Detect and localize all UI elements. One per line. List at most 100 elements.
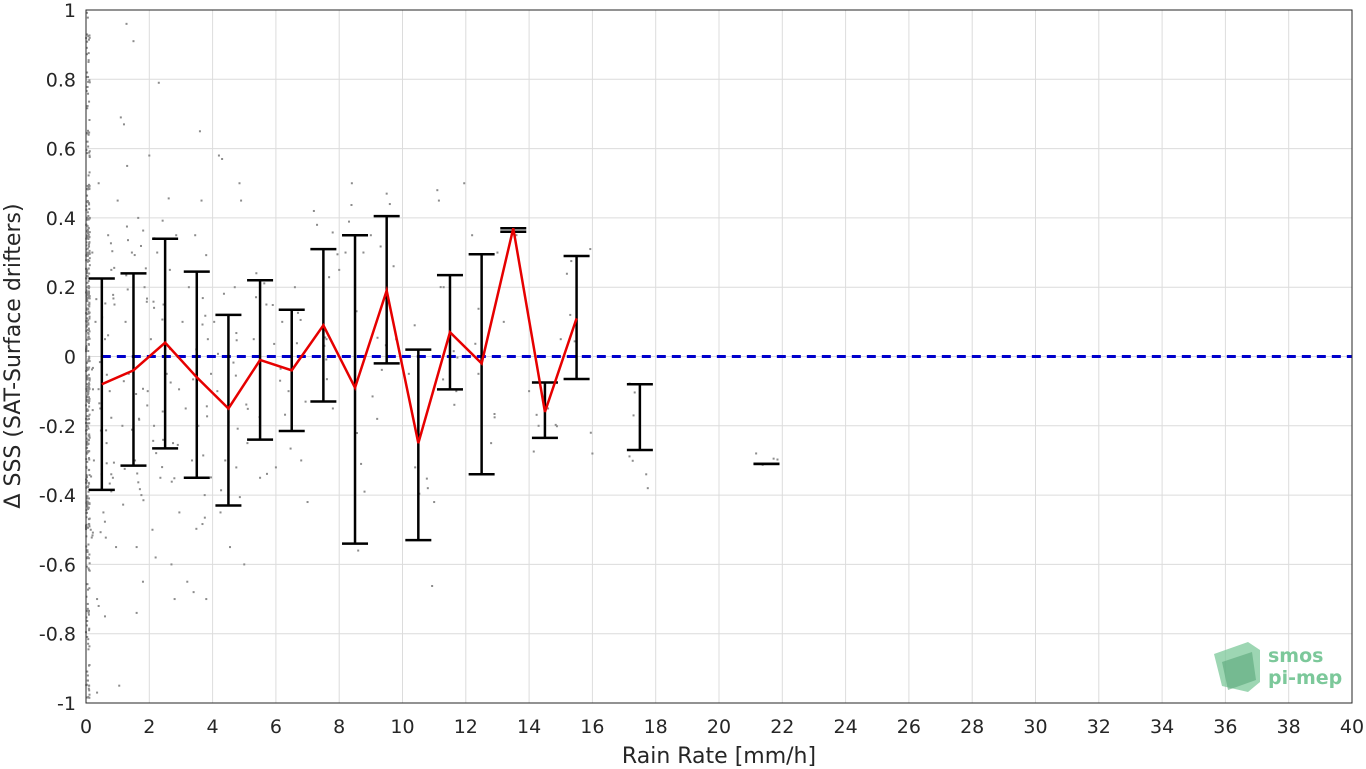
scatter-point-36 — [146, 390, 149, 393]
scatter-point-bin-2 — [167, 197, 170, 200]
scatter-point-41 — [132, 40, 135, 43]
scatter-point-13 — [103, 338, 106, 341]
scatter-point-dense — [87, 186, 90, 189]
scatter-point-dense — [88, 259, 91, 262]
scatter-point-62 — [197, 424, 200, 427]
scatter-point-dense — [88, 397, 91, 400]
scatter-point-85 — [252, 338, 255, 341]
scatter-point-73 — [213, 320, 216, 323]
scatter-point-118 — [471, 234, 474, 237]
scatter-point-35 — [143, 286, 146, 289]
scatter-point-dense — [87, 322, 90, 325]
scatter-point-dense — [87, 382, 90, 385]
scatter-point-bin-0 — [90, 475, 93, 478]
scatter-point-dense — [88, 629, 91, 632]
scatter-point-dense — [86, 40, 89, 43]
scatter-point-bin-0 — [91, 366, 94, 369]
scatter-point-bin-0 — [90, 368, 93, 371]
scatter-point-dense — [87, 133, 90, 136]
y-tick-label-3: -0.4 — [39, 485, 76, 507]
scatter-point-dense — [86, 418, 89, 421]
scatter-point-dense — [88, 413, 91, 416]
scatter-point-128 — [569, 313, 572, 316]
scatter-point-4 — [89, 528, 92, 531]
scatter-point-dense — [88, 34, 91, 37]
scatter-point-dense — [88, 249, 91, 252]
plot-frame — [85, 9, 1353, 704]
scatter-point-dense — [88, 272, 91, 275]
scatter-point-dense — [87, 469, 90, 472]
scatter-point-dense — [88, 525, 91, 528]
scatter-point-dense — [86, 556, 89, 559]
scatter-point-dense — [88, 81, 91, 84]
scatter-point-dense — [85, 89, 88, 92]
scatter-point-bin-6 — [289, 447, 292, 450]
scatter-point-dense — [87, 409, 90, 412]
scatter-point-45 — [159, 476, 162, 479]
scatter-point-dense — [85, 437, 88, 440]
y-tick-label-2: -0.6 — [39, 554, 76, 576]
scatter-point-bin-1 — [122, 503, 125, 506]
scatter-point-dense — [88, 502, 91, 505]
scatter-point-dense — [88, 295, 91, 298]
scatter-point-bin-3 — [205, 254, 208, 257]
scatter-point-bin-3 — [209, 476, 212, 479]
scatter-point-bin-12 — [477, 307, 480, 310]
scatter-point-49 — [172, 442, 175, 445]
scatter-point-dense — [87, 439, 90, 442]
scatter-point-bin-4 — [236, 427, 239, 430]
scatter-point-bin-0 — [91, 534, 94, 537]
x-tick-labels: 0 2 4 6 8 10 12 14 16 18 20 22 24 26 28 30 32 34 36 38 40 — [80, 716, 1364, 738]
scatter-point-dense — [87, 648, 90, 651]
scatter-point-bin-0 — [87, 389, 90, 392]
error-bar-3 — [183, 270, 210, 480]
scatter-point-76 — [224, 459, 227, 462]
scatter-point-bin-3 — [201, 523, 204, 526]
scatter-point-bin-4 — [222, 292, 225, 295]
scatter-point-102 — [363, 490, 366, 493]
scatter-point-bin-4 — [235, 466, 238, 469]
scatter-point-64 — [203, 494, 206, 497]
scatter-point-dense — [88, 360, 91, 363]
scatter-point-123 — [515, 234, 518, 237]
scatter-point-dense — [88, 330, 91, 333]
scatter-point-bin-7 — [325, 358, 328, 361]
scatter-point-dense — [87, 323, 90, 326]
scatter-point-dense — [87, 52, 90, 55]
scatter-point-8 — [96, 598, 99, 601]
scatter-point-dense — [86, 328, 89, 331]
scatter-point-dense — [88, 458, 91, 461]
scatter-point-bin-6 — [295, 342, 298, 345]
scatter-point-dense — [86, 105, 89, 108]
scatter-point-bin-4 — [232, 361, 235, 364]
scatter-point-dense — [87, 243, 90, 246]
scatter-point-dense — [86, 550, 89, 553]
scatter-point-dense — [86, 211, 89, 214]
scatter-point-dense — [88, 252, 91, 255]
scatter-point-dense — [87, 687, 90, 690]
scatter-point-bin-0 — [113, 266, 116, 269]
scatter-point-69 — [198, 130, 201, 133]
scatter-point-105 — [385, 192, 388, 195]
scatter-point-bin-14 — [555, 425, 558, 428]
scatter-point-bin-2 — [153, 306, 156, 309]
scatter-point-dense — [86, 33, 89, 36]
scatter-point-dense — [87, 258, 90, 261]
scatter-point-bin-3 — [192, 378, 195, 381]
scatter-point-bin-0 — [86, 486, 89, 489]
x-tick-label-24: 24 — [834, 716, 858, 738]
scatter-point-dense — [86, 393, 89, 396]
y-tick-labels: -1 -0.8 -0.6 -0.4 -0.2 0 0.2 0.4 0.6 0.8 1 — [39, 0, 76, 715]
scatter-point-dense — [88, 79, 91, 82]
scatter-point-bin-1 — [135, 393, 138, 396]
scatter-point-dense — [85, 307, 88, 310]
scatter-point-bin-0 — [110, 416, 113, 419]
scatter-point-bin-5 — [271, 304, 274, 307]
scatter-point-28 — [121, 424, 124, 427]
scatter-point-10 — [99, 407, 102, 410]
scatter-point-dense — [88, 154, 91, 157]
scatter-point-bin-0 — [87, 291, 90, 294]
scatter-point-1 — [87, 60, 90, 63]
scatter-point-90 — [287, 390, 290, 393]
y-tick-label-0: -1 — [57, 693, 76, 715]
